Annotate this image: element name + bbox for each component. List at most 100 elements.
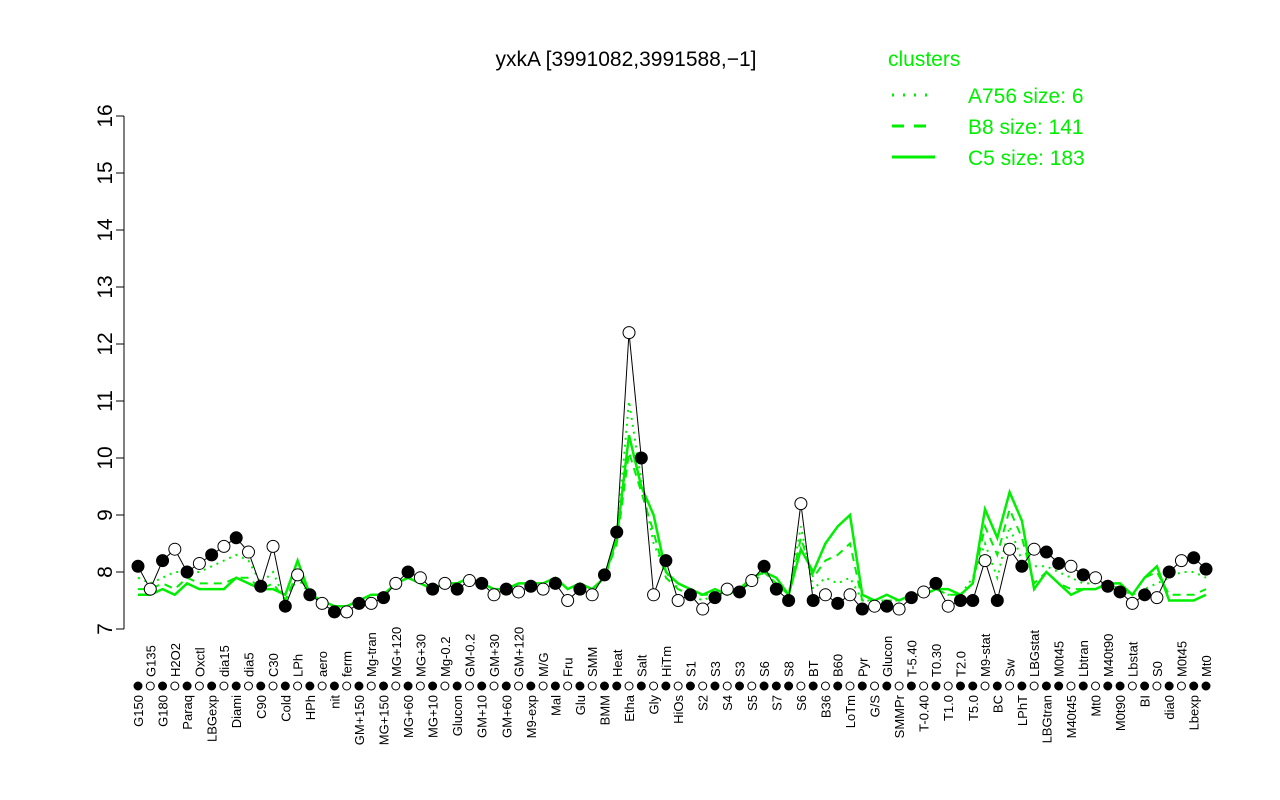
x-tick-label: Mg-0.2 [438, 637, 453, 677]
data-point [1138, 588, 1152, 602]
data-point [364, 596, 378, 610]
y-tick-label: 11 [94, 390, 117, 412]
data-point [1003, 542, 1017, 556]
x-tick-label: S0 [1150, 661, 1165, 677]
x-tick-label: SMM [585, 647, 600, 677]
data-point [1064, 559, 1078, 573]
x-tick-label: S8 [782, 661, 797, 677]
rug-mark [354, 681, 364, 691]
x-tick-label: LoTm [843, 695, 858, 728]
x-tick-label: Gly [647, 695, 662, 715]
x-tick-label: ferm [340, 651, 355, 677]
rug-mark [599, 681, 609, 691]
x-tick-label: Lbstat [1125, 641, 1140, 677]
rug-mark [808, 681, 818, 691]
x-tick-label: M40t45 [1064, 695, 1079, 738]
x-tick-label: LPh [291, 654, 306, 677]
x-tick-label: M/G [536, 652, 551, 677]
x-tick-label: MG+150 [377, 695, 392, 745]
x-tick-label: M40t90 [1101, 634, 1116, 677]
rug-mark [550, 681, 560, 691]
data-point [929, 576, 943, 590]
x-tick-label: GM+10 [475, 695, 490, 738]
rug-mark [636, 681, 646, 691]
rug-mark [317, 681, 327, 691]
rug-mark [182, 681, 192, 691]
data-point [352, 596, 366, 610]
data-point [377, 591, 391, 605]
x-axis-labels: G150 G135 G180 H2O2 Paraq Oxctl LBGexp dia15 Dia… [131, 627, 1214, 745]
x-tick-label: S1 [683, 661, 698, 677]
x-tick-label: G150 [131, 695, 146, 727]
x-tick-label: S6 [794, 695, 809, 711]
x-tick-label: Heat [610, 649, 625, 677]
data-point [634, 451, 648, 465]
x-tick-label: S2 [696, 695, 711, 711]
x-tick-label: Fru [561, 658, 576, 678]
x-tick-label: G180 [156, 695, 171, 727]
chart-title: yxkA [3991082,3991588,−1] [496, 48, 757, 71]
x-tick-label: S4 [720, 695, 735, 711]
data-point [818, 588, 832, 602]
rug-mark [575, 681, 585, 691]
data-point [745, 574, 759, 588]
rug-mark [1140, 681, 1150, 691]
y-tick-label: 15 [94, 161, 117, 184]
data-point [647, 588, 661, 602]
rug-mark [207, 681, 217, 691]
rug-mark [894, 681, 904, 691]
x-tick-label: MG+120 [389, 627, 404, 677]
data-point [831, 596, 845, 610]
data-point [340, 605, 354, 619]
data-point [548, 576, 562, 590]
data-point [904, 591, 918, 605]
x-tick-label: M9-stat [978, 633, 993, 677]
x-tick-label: T0.30 [929, 644, 944, 677]
data-point [1015, 559, 1029, 573]
x-tick-label: Mg-tran [364, 632, 379, 677]
data-point [1076, 568, 1090, 582]
rug-mark [1091, 681, 1101, 691]
rug-mark [305, 681, 315, 691]
x-tick-label: BI [1138, 695, 1153, 707]
rug-mark [820, 681, 830, 691]
legend: clusters A756 size: 6 B8 size: 141 C5 si… [888, 48, 1085, 170]
rug-mark [992, 681, 1002, 691]
x-tick-label: LBGstat [1027, 630, 1042, 677]
x-tick-label: B36 [818, 695, 833, 718]
data-point [683, 588, 697, 602]
rug-mark [526, 681, 536, 691]
data-point [585, 588, 599, 602]
x-tick-label: G135 [143, 645, 158, 677]
rug-mark [968, 681, 978, 691]
rug-mark [857, 681, 867, 691]
x-tick-label: BT [806, 660, 821, 677]
x-tick-label: LBGtran [1039, 695, 1054, 743]
x-tick-label: GM-0.2 [462, 634, 477, 677]
rug-mark [477, 681, 487, 691]
rug-mark [256, 681, 266, 691]
data-point [327, 605, 341, 619]
x-tick-label: HiTm [659, 646, 674, 677]
rug-mark [403, 681, 413, 691]
rug-mark [796, 681, 806, 691]
x-tick-label: nit [327, 695, 342, 709]
rug-mark [452, 681, 462, 691]
x-tick-label: H2O2 [168, 643, 183, 677]
data-point [720, 582, 734, 596]
x-tick-label: S7 [769, 695, 784, 711]
rug-mark [673, 681, 683, 691]
x-tick-label: Mt0 [1089, 695, 1104, 717]
rug-mark [194, 681, 204, 691]
rug-mark [1054, 681, 1064, 691]
data-point [389, 576, 403, 590]
data-point [426, 582, 440, 596]
x-tick-label: C90 [254, 695, 269, 719]
rug-mark [943, 681, 953, 691]
x-tick-label: B60 [831, 654, 846, 677]
rug-mark [1005, 681, 1015, 691]
x-tick-label: HiOs [671, 695, 686, 724]
y-tick-label: 13 [94, 275, 117, 298]
x-tick-label: SMMPr [892, 694, 907, 738]
x-tick-label: Mal [548, 695, 563, 716]
